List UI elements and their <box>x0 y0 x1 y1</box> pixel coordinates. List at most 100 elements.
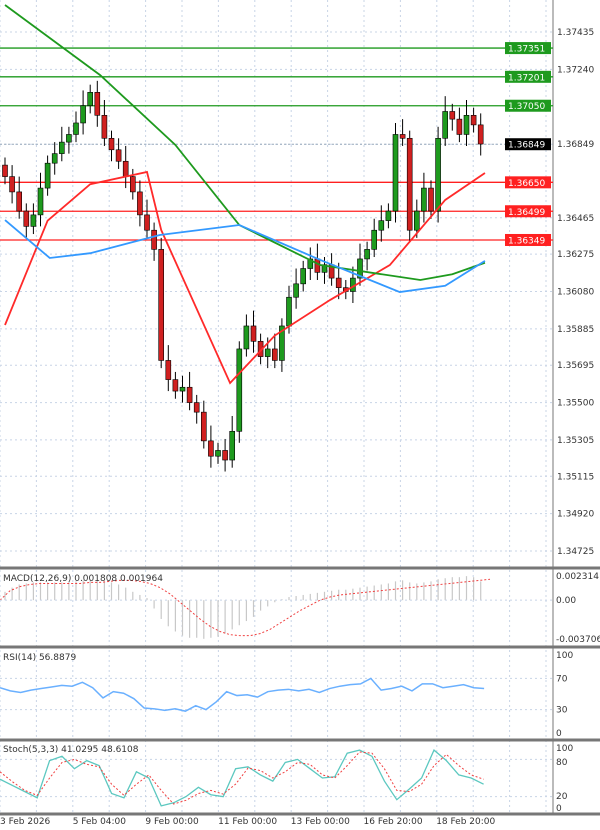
candle-body <box>293 283 299 298</box>
price-tick: 1.35305 <box>557 436 594 446</box>
candle-body <box>300 268 307 285</box>
candle-body <box>66 134 72 143</box>
candle-body <box>307 258 314 269</box>
candle-body <box>122 160 129 177</box>
candle-body <box>158 249 164 361</box>
price-tick: 1.36275 <box>557 250 594 260</box>
macd-tick: 0.00 <box>556 596 576 606</box>
candle-body <box>208 440 214 457</box>
macd-label: MACD(12,26,9) 0.001808 0.001964 <box>3 574 163 584</box>
candle-body <box>130 176 136 193</box>
rsi-line <box>0 677 485 712</box>
candle-body <box>271 348 278 361</box>
stoch-tick: 0 <box>556 804 562 814</box>
candle-body <box>378 220 385 231</box>
price-tick: 1.37435 <box>557 28 594 38</box>
candle-body <box>229 430 235 461</box>
price-tick: 1.34920 <box>557 510 594 520</box>
candle-body <box>371 229 378 250</box>
candle-body <box>406 137 413 231</box>
candle-body <box>58 141 65 154</box>
price-tick: 1.34725 <box>557 547 594 557</box>
macd-tick: -0.003706 <box>556 635 600 645</box>
support-label-bg <box>505 176 551 189</box>
candle-body <box>108 137 115 151</box>
candle-body <box>477 124 484 145</box>
rsi-label: RSI(14) 56.8879 <box>3 653 76 663</box>
candle-body <box>151 229 157 250</box>
candle-body <box>236 348 243 432</box>
candle-body <box>87 92 93 107</box>
candle-body <box>23 210 30 227</box>
stoch-main-line <box>0 749 484 807</box>
resistance-label: 1.37050 <box>508 102 545 112</box>
time-label: 9 Feb 00:00 <box>145 817 199 827</box>
candle-body <box>73 122 79 135</box>
candle-body <box>428 187 434 212</box>
support-label-bg <box>505 233 551 246</box>
candle-body <box>449 111 456 120</box>
rsi-tick: 0 <box>556 729 562 739</box>
candle-body <box>30 214 37 227</box>
candle-body <box>314 258 321 273</box>
price-tick: 1.35695 <box>557 361 594 371</box>
time-label: 13 Feb 00:00 <box>291 817 350 827</box>
candle-body <box>463 115 470 135</box>
candle-body <box>179 386 186 392</box>
macd-tick: 0.002314 <box>556 572 599 582</box>
candle-body <box>421 187 427 212</box>
time-label: 5 Feb 04:00 <box>73 817 127 827</box>
candle-body <box>80 105 86 124</box>
resistance-label-bg <box>505 70 551 83</box>
candle-body <box>385 210 392 221</box>
candle-body <box>9 176 15 193</box>
resistance-label-bg <box>505 42 551 55</box>
candle-body <box>392 134 399 212</box>
candle-body <box>456 118 463 135</box>
price-tick: 1.36080 <box>557 287 594 297</box>
price-tick: 1.36849 <box>557 140 594 150</box>
candle-body <box>137 191 143 216</box>
candle-body <box>186 386 193 403</box>
price-tick: 1.37240 <box>557 65 594 75</box>
candle-body <box>435 137 441 212</box>
candle-body <box>286 296 292 327</box>
stoch-signal-line <box>0 751 484 805</box>
price-tick: 1.36465 <box>557 214 594 224</box>
current-price-label: 1.36849 <box>508 141 545 151</box>
support-label: 1.36650 <box>508 179 545 189</box>
time-label: 3 Feb 2026 <box>0 817 51 827</box>
candle-body <box>357 258 363 279</box>
candle-body <box>101 115 108 139</box>
candle-body <box>94 92 101 116</box>
candle-body <box>2 164 8 177</box>
candle-body <box>470 115 477 126</box>
stoch-tick: 80 <box>556 758 568 768</box>
candle-body <box>51 153 58 164</box>
candle-body <box>279 325 285 361</box>
price-tick: 1.35500 <box>557 399 594 409</box>
candle-body <box>243 325 250 350</box>
moving-average-line <box>4 170 486 385</box>
time-label: 11 Feb 00:00 <box>218 817 277 827</box>
rsi-tick: 100 <box>556 651 573 661</box>
price-tick: 1.35115 <box>557 472 594 482</box>
moving-average-line <box>4 219 486 293</box>
candle-body <box>250 325 257 342</box>
price-tick: 1.35885 <box>557 325 594 335</box>
candle-body <box>44 162 51 189</box>
support-label-bg <box>505 205 551 218</box>
candle-body <box>215 450 221 457</box>
rsi-tick: 30 <box>556 706 568 716</box>
current-price-bg <box>505 138 551 151</box>
support-label: 1.36349 <box>508 236 545 246</box>
resistance-label: 1.37201 <box>508 73 545 83</box>
candle-body <box>364 249 370 260</box>
candle-body <box>37 187 44 216</box>
time-label: 18 Feb 20:00 <box>436 817 495 827</box>
candle-body <box>144 214 150 231</box>
candle-body <box>193 402 200 413</box>
stoch-label: Stoch(5,3,3) 41.0295 48.6108 <box>3 745 139 755</box>
